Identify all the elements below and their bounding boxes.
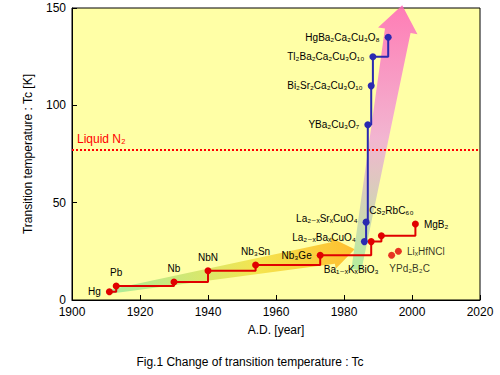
svg-text:1980: 1980 <box>331 305 358 319</box>
svg-text:NbN: NbN <box>198 252 218 263</box>
svg-text:A.D. [year]: A.D. [year] <box>248 323 305 337</box>
svg-text:La₂₋ₓSrₓCuO₄: La₂₋ₓSrₓCuO₄ <box>296 213 358 224</box>
svg-text:Nb: Nb <box>168 263 181 274</box>
svg-text:Cs₂RbC₆₀: Cs₂RbC₆₀ <box>369 205 413 216</box>
svg-text:La₂₋ₓBaₓCuO₄: La₂₋ₓBaₓCuO₄ <box>292 232 356 243</box>
svg-text:Nb₃Ge: Nb₃Ge <box>281 250 312 261</box>
svg-text:1960: 1960 <box>263 305 290 319</box>
svg-text:Liquid N₂: Liquid N₂ <box>77 132 126 146</box>
svg-text:Ba₁₋ₓKₓBiO₃: Ba₁₋ₓKₓBiO₃ <box>324 264 379 275</box>
svg-text:1900: 1900 <box>59 305 86 319</box>
svg-text:2020: 2020 <box>467 305 494 319</box>
svg-text:HgBa₂Ca₂Cu₃O₈: HgBa₂Ca₂Cu₃O₈ <box>305 32 379 43</box>
svg-text:YPd₂B₂C: YPd₂B₂C <box>389 263 430 274</box>
svg-text:Pb: Pb <box>110 267 123 278</box>
svg-text:Tl₂Ba₂Ca₂Cu₃O₁₀: Tl₂Ba₂Ca₂Cu₃O₁₀ <box>287 51 364 62</box>
svg-text:Bi₂Sr₂Ca₂Cu₃O₁₀: Bi₂Sr₂Ca₂Cu₃O₁₀ <box>287 80 362 91</box>
svg-text:Transition temperature : Tc [K: Transition temperature : Tc [K] <box>21 74 35 234</box>
svg-text:100: 100 <box>46 98 66 112</box>
svg-text:0: 0 <box>59 293 66 307</box>
svg-text:LiₓHfNCl: LiₓHfNCl <box>407 246 445 257</box>
svg-text:YBa₂Cu₃O₇: YBa₂Cu₃O₇ <box>308 119 359 130</box>
svg-text:Hg: Hg <box>88 286 101 297</box>
svg-text:2000: 2000 <box>399 305 426 319</box>
svg-text:Fig.1 Change of transition tem: Fig.1 Change of transition temperature :… <box>136 355 363 369</box>
svg-text:150: 150 <box>46 1 66 15</box>
svg-text:1920: 1920 <box>127 305 154 319</box>
svg-text:MgB₂: MgB₂ <box>424 219 449 230</box>
svg-text:1940: 1940 <box>195 305 222 319</box>
svg-text:Nb₃Sn: Nb₃Sn <box>241 246 270 257</box>
svg-text:50: 50 <box>53 196 67 210</box>
